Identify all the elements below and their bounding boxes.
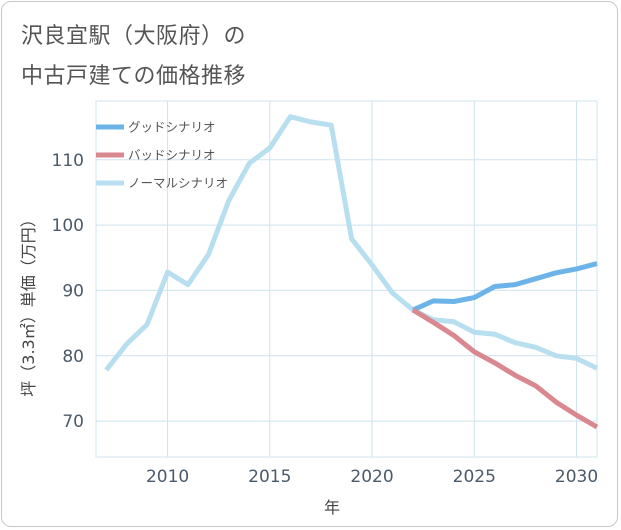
x-tick-label: 2030 — [555, 467, 598, 487]
chart-title-line-1: 沢良宜駅（大阪府）の — [21, 24, 247, 49]
series-line-1 — [411, 307, 599, 430]
chart-title-line-2: 中古戸建ての価格推移 — [21, 64, 247, 89]
tick-labels: 70 80 90 100 110 2010 2015 2020 2025 2030 — [52, 151, 599, 487]
series-line-0 — [411, 261, 598, 313]
y-tick-label: 90 — [62, 281, 84, 301]
x-tick-label: 2025 — [453, 467, 496, 487]
x-tick-label: 2020 — [350, 467, 393, 487]
y-tick-label: 70 — [62, 412, 84, 432]
y-axis-label: 坪（3.3㎡）単価（万円） — [19, 211, 38, 396]
y-tick-label: 80 — [62, 347, 84, 367]
series-lines — [104, 114, 599, 430]
y-tick-label: 100 — [52, 216, 84, 236]
y-tick-label: 110 — [52, 151, 84, 171]
x-axis-label: 年 — [324, 498, 340, 517]
grid-lines — [95, 100, 598, 458]
plot-frame — [95, 100, 598, 458]
series-line-2 — [104, 114, 599, 372]
legend-label-2: ノーマルシナリオ — [128, 176, 228, 191]
x-tick-label: 2010 — [146, 467, 189, 487]
x-tick-label: 2015 — [248, 467, 291, 487]
legend-label-1: バッドシナリオ — [128, 148, 216, 163]
legend-label-0: グッドシナリオ — [128, 120, 216, 135]
